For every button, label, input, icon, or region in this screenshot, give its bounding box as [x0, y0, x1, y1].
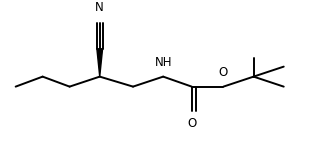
Text: N: N — [95, 1, 104, 15]
Text: O: O — [187, 117, 196, 130]
Text: O: O — [219, 67, 228, 79]
Text: NH: NH — [155, 56, 172, 70]
Polygon shape — [97, 49, 103, 77]
